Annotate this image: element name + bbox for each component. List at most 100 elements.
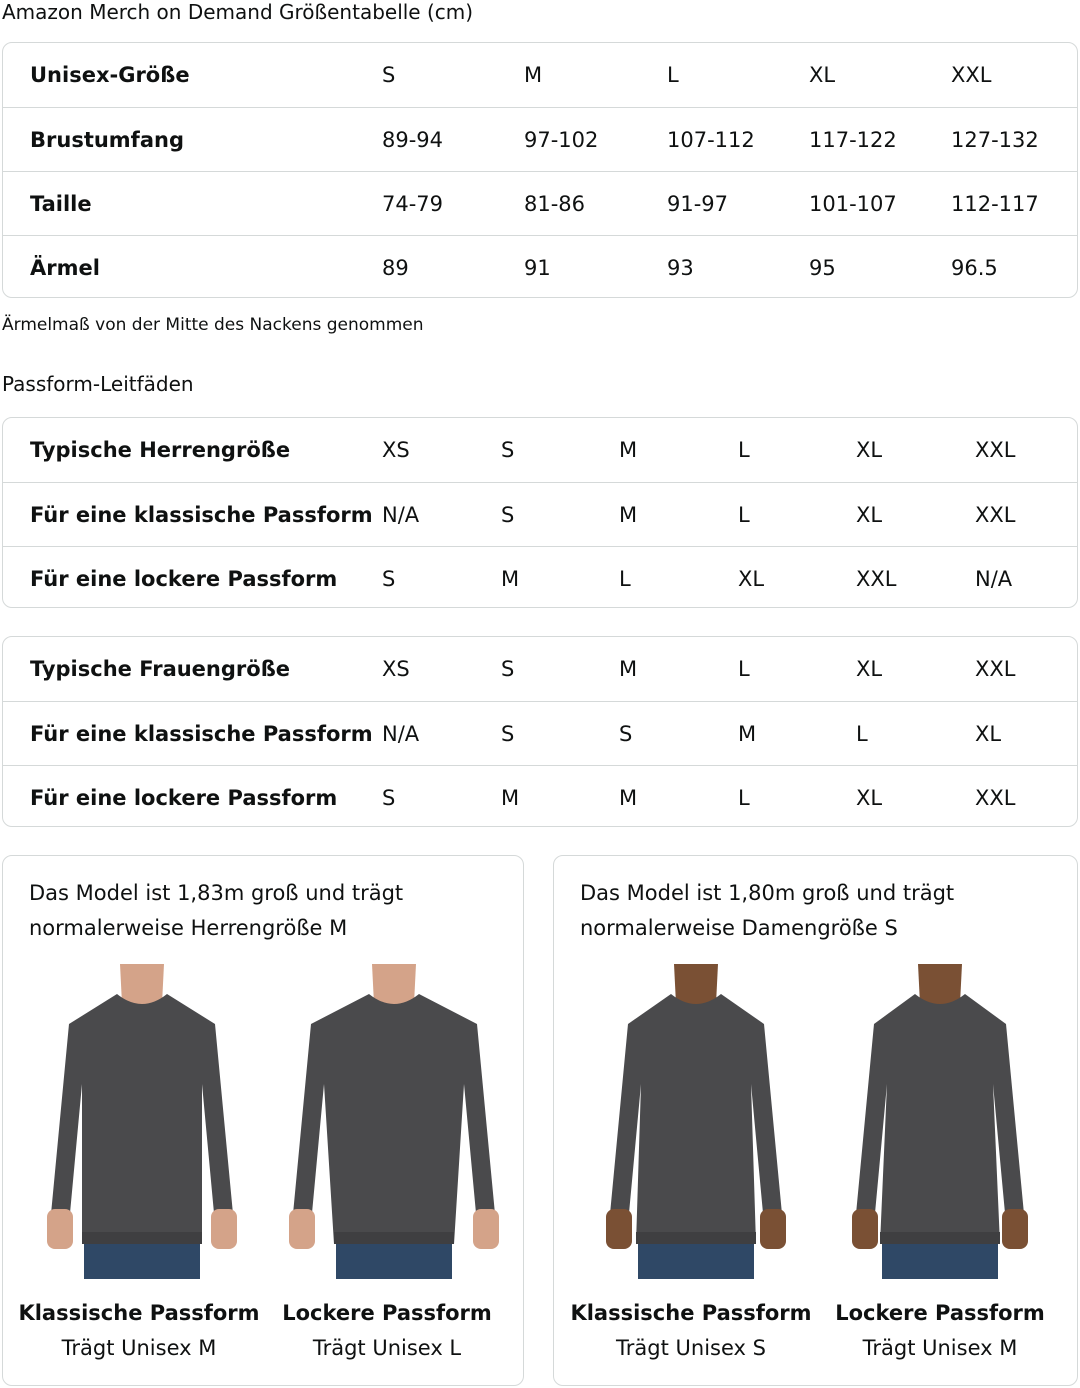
table-cell: N/A [382, 502, 420, 527]
table-cell: XS [382, 657, 410, 681]
table-cell: 112-117 [951, 191, 1039, 216]
fit-label: Lockere Passform [282, 1301, 492, 1325]
table-cell: 96.5 [951, 255, 998, 280]
table-cell: M [501, 785, 520, 810]
men-fit-table: Typische Herrengröße XS S M L XL XXL Für eine k… [2, 417, 1078, 608]
table-cell: S [382, 785, 396, 810]
model-image-classic [47, 964, 237, 1279]
wears-label: Trägt Unisex M [862, 1336, 1018, 1360]
row-label: Für eine lockere Passform [30, 785, 338, 810]
table-row: Für eine lockere Passform S M M L XL XXL [3, 765, 1077, 826]
table-cell: 81-86 [524, 191, 586, 216]
table-cell: M [738, 721, 757, 746]
row-label: Typische Frauengröße [30, 657, 291, 681]
neck [674, 964, 718, 1004]
table-cell: L [738, 657, 750, 681]
table-cell: 127-132 [951, 127, 1039, 152]
row-label: Taille [30, 191, 92, 216]
table-cell: 74-79 [382, 191, 444, 216]
table-cell: M [524, 63, 543, 87]
table-cell: XL [738, 566, 765, 591]
table-row: Brustumfang 89-94 97-102 107-112 117-122 127-… [3, 107, 1077, 171]
table-cell: S [501, 657, 515, 681]
table-cell: S [382, 566, 396, 591]
table-cell: XL [856, 657, 883, 681]
row-label: Ärmel [30, 255, 100, 280]
women-model-card: Das Model ist 1,80m groß und trägt normal… [553, 855, 1078, 1386]
table-cell: L [619, 566, 631, 591]
table-cell: S [382, 63, 396, 87]
table-cell: XL [856, 785, 883, 810]
fit-label: Lockere Passform [835, 1301, 1045, 1325]
table-cell: 117-122 [809, 127, 897, 152]
table-cell: XL [856, 502, 883, 527]
caption: normalerweise Damengröße S [580, 916, 898, 940]
table-cell: XL [809, 63, 836, 87]
table-cell: 97-102 [524, 127, 599, 152]
table-cell: L [667, 63, 679, 87]
table-cell: XXL [856, 566, 897, 591]
table-cell: M [619, 657, 638, 681]
table-cell: M [619, 785, 638, 810]
table-cell: L [856, 721, 868, 746]
table-cell: 91 [524, 255, 551, 280]
caption: Das Model ist 1,80m groß und trägt [580, 881, 955, 905]
table-cell: N/A [975, 566, 1013, 591]
table-cell: XXL [975, 502, 1016, 527]
model-image-loose [852, 964, 1028, 1279]
table-cell: M [619, 502, 638, 527]
table-row: Typische Herrengröße XS S M L XL XXL [3, 418, 1077, 482]
table-cell: XXL [975, 657, 1016, 681]
table-row: Für eine lockere Passform S M L XL XXL N/A [3, 546, 1077, 607]
table-cell: XL [975, 721, 1002, 746]
sleeve-note: Ärmelmaß von der Mitte des Nackens genom… [2, 315, 424, 335]
fit-label: Klassische Passform [570, 1301, 812, 1325]
table-cell: 91-97 [667, 191, 729, 216]
table-cell: XXL [975, 438, 1016, 462]
model-image-loose [289, 964, 499, 1279]
table-cell: XXL [951, 63, 992, 87]
table-row: Taille 74-79 81-86 91-97 101-107 112-117 [3, 171, 1077, 235]
table-cell: S [501, 721, 515, 746]
neck [372, 964, 416, 1004]
row-label: Brustumfang [30, 127, 184, 152]
table-cell: 89-94 [382, 127, 444, 152]
table-row: Typische Frauengröße XS S M L XL XXL [3, 637, 1077, 701]
page-title: Amazon Merch on Demand Größentabelle (cm… [2, 0, 474, 24]
sweatshirt [51, 994, 233, 1244]
table-cell: XS [382, 438, 410, 462]
table-cell: 107-112 [667, 127, 755, 152]
table-cell: 93 [667, 255, 694, 280]
table-cell: S [501, 438, 515, 462]
caption: normalerweise Herrengröße M [29, 916, 348, 940]
table-row: Unisex-Größe S M L XL XXL [3, 43, 1077, 107]
table-cell: S [501, 502, 515, 527]
wears-label: Trägt Unisex L [312, 1336, 462, 1360]
men-model-card: Das Model ist 1,83m groß und trägt normal… [2, 855, 524, 1386]
women-fit-table: Typische Frauengröße XS S M L XL XXL Für eine k… [2, 636, 1078, 827]
table-cell: L [738, 502, 750, 527]
table-cell: 101-107 [809, 191, 897, 216]
wears-label: Trägt Unisex S [616, 1336, 766, 1360]
table-cell: XL [856, 438, 883, 462]
size-table: Unisex-Größe S M L XL XXL Brustumfang 89-94 97-1… [2, 42, 1078, 298]
table-cell: XXL [975, 785, 1016, 810]
table-row: Für eine klassische Passform N/A S M L XL XXL [3, 482, 1077, 546]
table-cell: 95 [809, 255, 836, 280]
wears-label: Trägt Unisex M [61, 1336, 217, 1360]
row-label: Für eine klassische Passform [30, 721, 373, 746]
row-label: Unisex-Größe [30, 63, 190, 87]
table-row: Ärmel 89 91 93 95 96.5 [3, 235, 1077, 297]
fit-heading: Passform-Leitfäden [2, 372, 194, 396]
model-image-classic [606, 964, 786, 1279]
table-cell: L [738, 438, 750, 462]
sweatshirt [856, 994, 1024, 1244]
table-cell: M [501, 566, 520, 591]
table-cell: N/A [382, 721, 420, 746]
sweatshirt [610, 994, 782, 1244]
table-cell: S [619, 721, 633, 746]
table-cell: L [738, 785, 750, 810]
table-cell: 89 [382, 255, 409, 280]
fit-label: Klassische Passform [18, 1301, 260, 1325]
neck [918, 964, 962, 1004]
